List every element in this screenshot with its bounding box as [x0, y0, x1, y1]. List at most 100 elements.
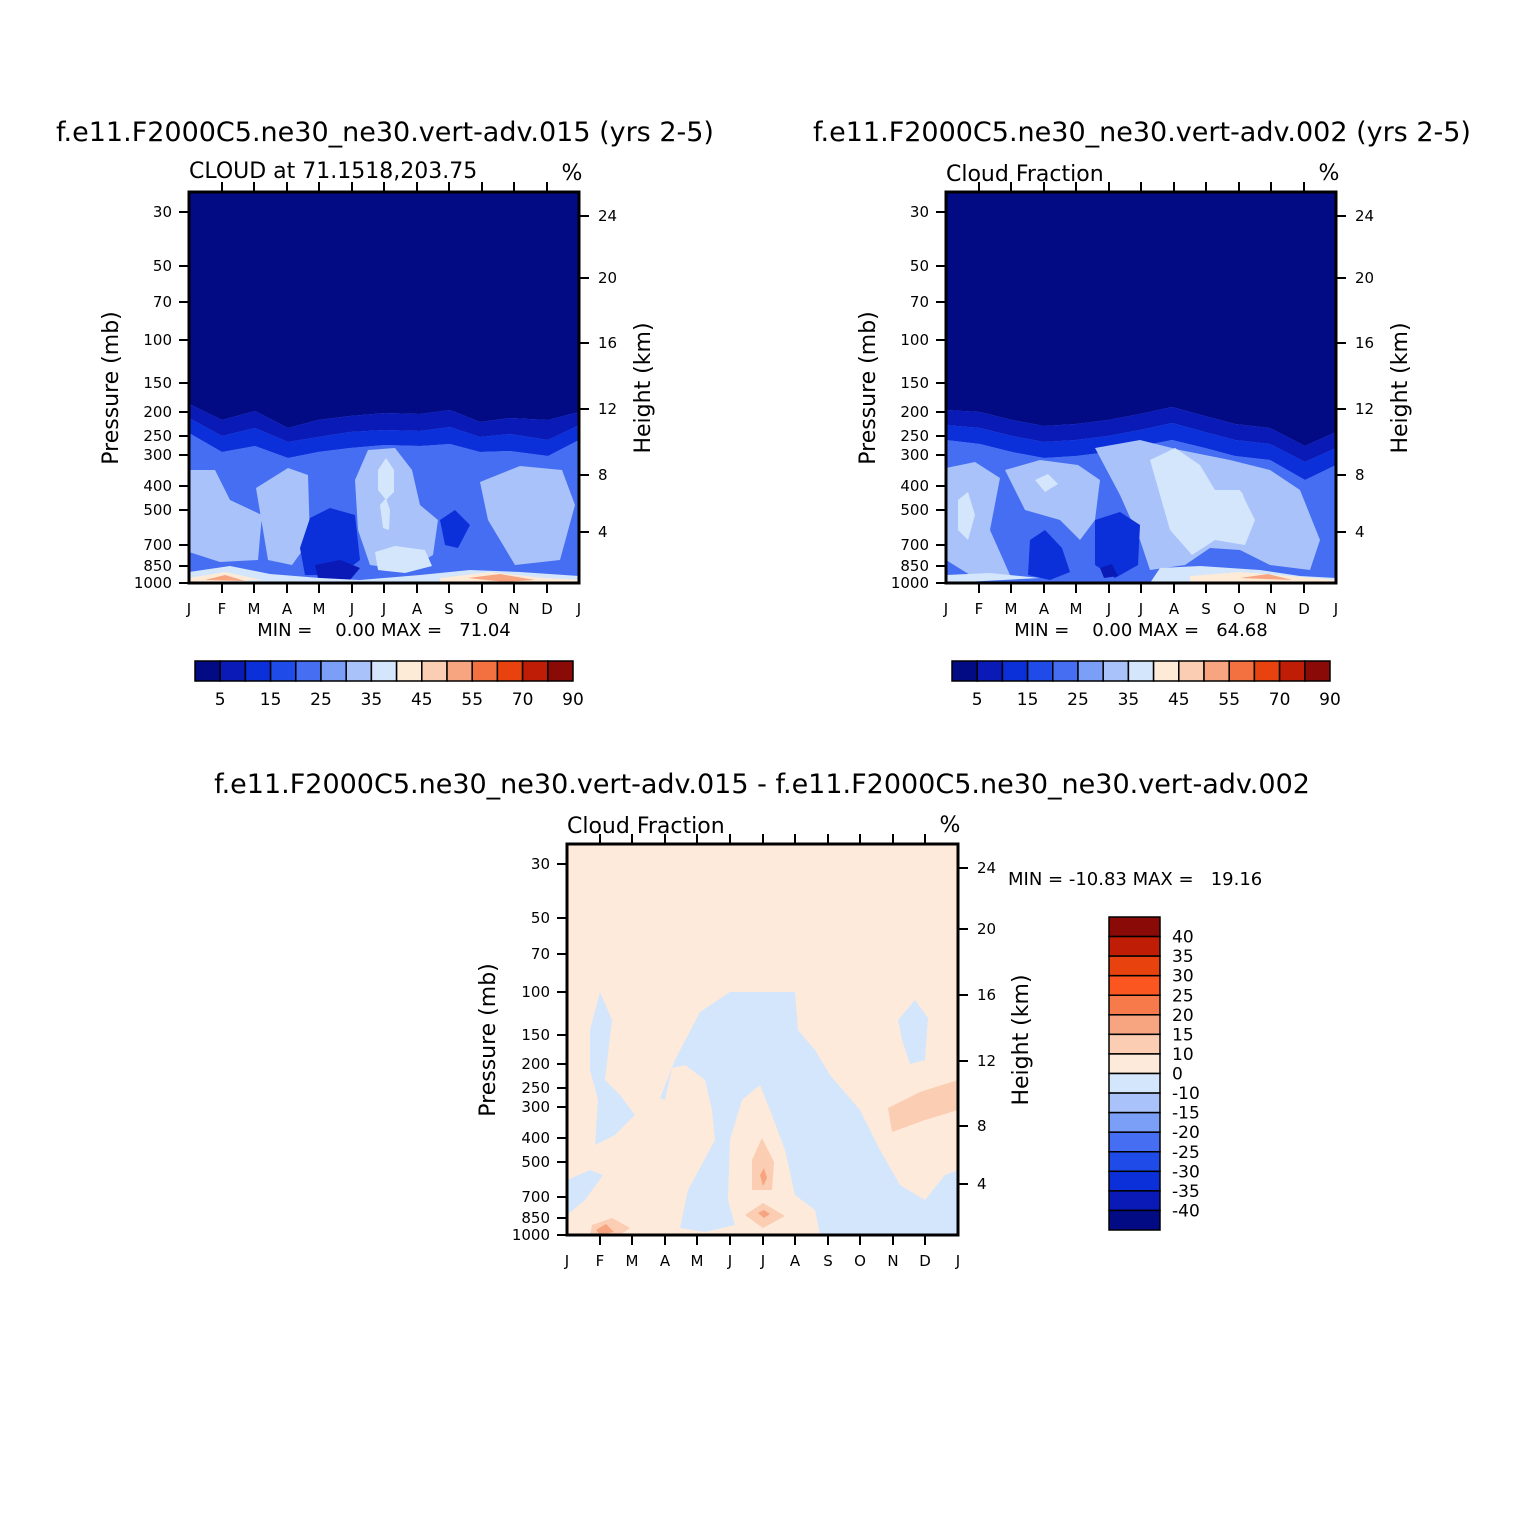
panel-1-colorbar: 5 15 25 35 45 55 70 90: [194, 660, 584, 710]
x-tick-label: A: [282, 600, 293, 618]
field-band-2: [189, 192, 579, 428]
panel-1-subtitle: CLOUD at 71.1518,203.75: [189, 159, 477, 184]
field-band-3: [660, 992, 958, 1235]
y-tick-label: 250: [521, 1079, 550, 1097]
colorbar-swatch: [1108, 935, 1161, 957]
colorbar-label: 70: [512, 690, 534, 710]
colorbar-label: 25: [1172, 986, 1194, 1006]
y2-tick-label: 24: [1355, 207, 1374, 225]
y-tick-label: 70: [531, 945, 550, 963]
field-band-4: [189, 418, 579, 458]
y2-tick-label: 24: [598, 207, 617, 225]
y2-tick-label: 8: [598, 466, 608, 484]
colorbar-swatch: [219, 660, 247, 682]
x-tick-label: J: [943, 600, 948, 618]
colorbar-swatch: [1001, 660, 1029, 682]
y2-tick-label: 16: [977, 986, 996, 1004]
y2-tick-label: 12: [977, 1052, 996, 1070]
colorbar-swatch: [1108, 994, 1161, 1016]
colorbar-swatch: [1108, 1092, 1161, 1114]
colorbar-swatch: [1077, 660, 1104, 682]
panel-1-field: [189, 192, 579, 583]
panel-3-ytick-labels: 30 50 70 100 150 200 250 300 400 500 700…: [512, 855, 550, 1244]
x-tick-label: M: [313, 600, 326, 618]
y-tick-label: 100: [900, 331, 929, 349]
panel-3-y2label: Height (km): [1009, 974, 1034, 1105]
y-tick-label: 250: [900, 427, 929, 445]
x-tick-label: N: [1265, 600, 1276, 618]
x-tick-label: J: [760, 1252, 765, 1270]
colorbar-swatch: [395, 660, 423, 682]
colorbar-swatch: [194, 660, 221, 682]
colorbar-swatch: [976, 660, 1004, 682]
field-band-7: [256, 468, 310, 565]
x-tick-label: N: [508, 600, 519, 618]
y-tick-label: 100: [143, 331, 172, 349]
colorbar-swatch: [1178, 660, 1205, 682]
field-band-7: [1005, 460, 1100, 540]
colorbar-swatch: [1108, 1033, 1161, 1055]
y-tick-label: 500: [521, 1153, 550, 1171]
panel-2-y2tick-labels: 24 20 16 12 8 4: [1355, 207, 1374, 541]
colorbar-swatch: [1108, 974, 1161, 996]
field-band-3: [189, 404, 579, 442]
field-band-12: [380, 498, 390, 530]
field-band-10: [958, 492, 975, 540]
panel-3-units: %: [940, 813, 961, 838]
panel-3-ylabel: Pressure (mb): [476, 963, 501, 1117]
panel-2-subtitle: Cloud Fraction: [946, 162, 1104, 187]
y-tick-label: 50: [910, 257, 929, 275]
y2-tick-label: 12: [598, 400, 617, 418]
y-tick-label: 30: [531, 855, 550, 873]
colorbar-label: -30: [1172, 1162, 1200, 1182]
y2-tick-label: 12: [1355, 400, 1374, 418]
colorbar-swatch: [1304, 660, 1331, 682]
colorbar-swatch: [370, 660, 398, 682]
colorbar-swatch: [1108, 1170, 1161, 1192]
colorbar-swatch: [1278, 660, 1306, 682]
x-tick-label: J: [564, 1252, 569, 1270]
y-tick-label: 70: [910, 293, 929, 311]
y2-tick-label: 24: [977, 859, 996, 877]
y2-tick-label: 20: [977, 920, 996, 938]
panel-1-units: %: [562, 161, 583, 186]
x-tick-label: F: [218, 600, 227, 618]
colorbar-label: 35: [361, 690, 383, 710]
x-tick-label: A: [1169, 600, 1180, 618]
colorbar-label: 45: [411, 690, 433, 710]
panel-2-colorbar: 5 15 25 35 45 55 70 90: [951, 660, 1341, 710]
colorbar-label: 15: [260, 690, 282, 710]
y-tick-label: 250: [143, 427, 172, 445]
x-tick-label: S: [444, 600, 454, 618]
field-band-15: [315, 560, 360, 580]
colorbar-swatch: [446, 660, 473, 682]
x-tick-label: D: [919, 1252, 931, 1270]
y2-tick-label: 8: [1355, 466, 1365, 484]
colorbar-label: -15: [1172, 1104, 1200, 1124]
colorbar-swatch: [320, 660, 347, 682]
x-tick-label: S: [1201, 600, 1211, 618]
y-tick-label: 1000: [891, 574, 929, 592]
y-tick-label: 150: [143, 374, 172, 392]
x-tick-label: M: [1070, 600, 1083, 618]
x-tick-label: J: [186, 600, 191, 618]
y-tick-label: 200: [521, 1055, 550, 1073]
colorbar-label: 35: [1172, 947, 1194, 967]
field-band-10: [378, 458, 394, 500]
panel-1-xtick-labels: J F M A M J J A S O N D J: [186, 600, 581, 618]
colorbar-label: -20: [1172, 1123, 1200, 1143]
panel-1-ylabel: Pressure (mb): [99, 311, 124, 465]
colorbar-swatch: [547, 660, 574, 682]
colorbar-swatch: [1127, 660, 1155, 682]
y-tick-label: 500: [900, 501, 929, 519]
colorbar-swatch: [1152, 660, 1180, 682]
x-tick-label: A: [1039, 600, 1050, 618]
panel-2: f.e11.F2000C5.ne30_ne30.vert-adv.002 (yr…: [813, 117, 1471, 710]
panel-2-stats: MIN = 0.00 MAX = 64.68: [1014, 620, 1267, 641]
x-tick-label: N: [887, 1252, 898, 1270]
y-tick-label: 200: [900, 403, 929, 421]
y-tick-label: 850: [143, 557, 172, 575]
y-tick-label: 100: [521, 983, 550, 1001]
x-tick-label: J: [1106, 600, 1111, 618]
colorbar-label: 25: [1067, 690, 1089, 710]
